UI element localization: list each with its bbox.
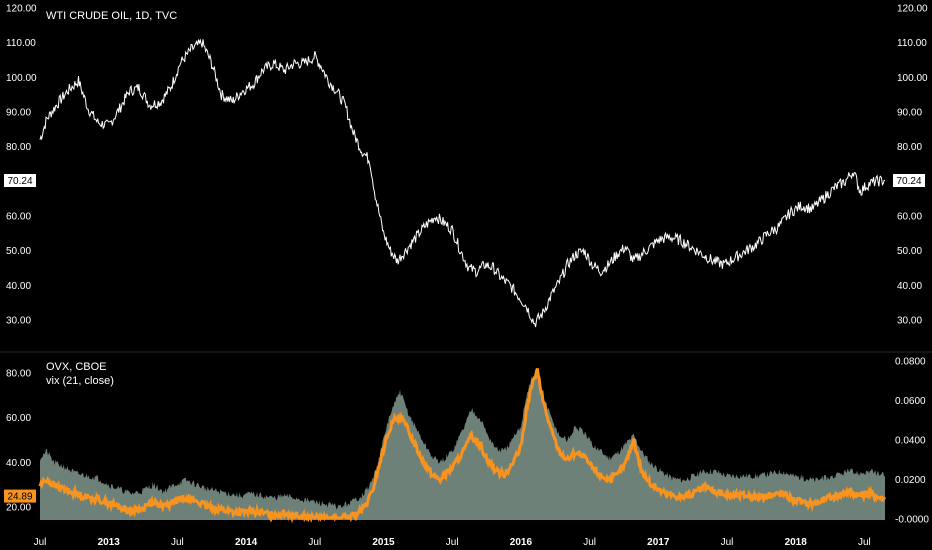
price-pane[interactable]: WTI CRUDE OIL, 1D, TVC 30.00 40.00 50.00 60… (4, 4, 928, 328)
price-badge-right-value: 70.24 (896, 176, 921, 187)
price-pane-title: WTI CRUDE OIL, 1D, TVC (46, 10, 177, 22)
price-tick-label-left: 40.00 (6, 281, 31, 292)
time-axis-label: Jul (446, 537, 459, 548)
price-tick-label-left: 100.00 (6, 73, 37, 84)
ovx-tick-label-left: 60.00 (6, 413, 31, 424)
time-axis-label: Jul (721, 537, 734, 548)
vix-badge-bg (4, 489, 36, 503)
price-badge-left: 70.24 (4, 174, 36, 188)
vix-badge: 24.89 (4, 489, 36, 503)
price-tick-label-right: 30.00 (897, 316, 922, 327)
time-axis-label: 2017 (647, 537, 670, 548)
vix-tick-label-right: 0.0400 (895, 436, 926, 447)
price-tick-label-right: 60.00 (897, 212, 922, 223)
price-tick-label-left: 120.00 (6, 4, 37, 15)
price-tick-label-right: 100.00 (897, 73, 928, 84)
time-axis-label: 2016 (510, 537, 533, 548)
time-axis-label: Jul (34, 537, 47, 548)
vix-badge-value: 24.89 (7, 492, 32, 503)
vix-series-line (38, 368, 887, 524)
price-tick-label-left: 80.00 (6, 142, 31, 153)
price-series-line (39, 38, 886, 328)
vix-tick-label-right: 0.0600 (895, 396, 926, 407)
ovx-series-area (40, 372, 885, 520)
time-axis-label: 2015 (372, 537, 395, 548)
ovx-axis-left: 20.00 40.00 60.00 80.00 (6, 369, 31, 514)
price-tick-label-right: 120.00 (897, 4, 928, 15)
ovx-tick-label-left: 20.00 (6, 503, 31, 514)
time-axis-label: 2018 (785, 537, 808, 548)
time-axis-label: Jul (171, 537, 184, 548)
price-tick-label-left: 60.00 (6, 212, 31, 223)
time-axis-label: Jul (308, 537, 321, 548)
time-axis-label: 2014 (235, 537, 258, 548)
price-tick-label-right: 50.00 (897, 246, 922, 257)
time-axis[interactable]: Jul 2013 Jul 2014 Jul 2015 Jul 2016 Jul 2017 Jul 20… (34, 537, 871, 548)
ovx-pane-subtitle: vix (21, close) (46, 375, 114, 387)
price-tick-label-right: 90.00 (897, 108, 922, 119)
vix-tick-label-right: -0.0000 (895, 515, 929, 526)
price-badge-right-bg (893, 174, 925, 188)
price-badge-left-bg (4, 174, 36, 188)
price-badge-right: 70.24 (893, 174, 925, 188)
ovx-tick-label-left: 40.00 (6, 458, 31, 469)
price-tick-label-left: 90.00 (6, 108, 31, 119)
ovx-axis-right: -0.0000 0.0200 0.0400 0.0600 0.0800 (895, 357, 929, 526)
ovx-pane-title: OVX, CBOE (46, 361, 107, 373)
price-tick-label-right: 40.00 (897, 281, 922, 292)
time-axis-label: Jul (858, 537, 871, 548)
time-axis-label: 2013 (98, 537, 121, 548)
price-tick-label-left: 30.00 (6, 316, 31, 327)
vix-tick-label-right: 0.0200 (895, 475, 926, 486)
price-tick-label-left: 50.00 (6, 246, 31, 257)
ovx-pane[interactable]: OVX, CBOE vix (21, close) 20.00 40.00 60.0… (4, 357, 929, 526)
ovx-tick-label-left: 80.00 (6, 369, 31, 380)
price-tick-label-right: 80.00 (897, 142, 922, 153)
price-badge-left-value: 70.24 (7, 176, 32, 187)
price-tick-label-left: 110.00 (6, 38, 36, 49)
time-axis-label: Jul (583, 537, 596, 548)
vix-tick-label-right: 0.0800 (895, 357, 926, 368)
price-tick-label-right: 110.00 (897, 38, 927, 49)
